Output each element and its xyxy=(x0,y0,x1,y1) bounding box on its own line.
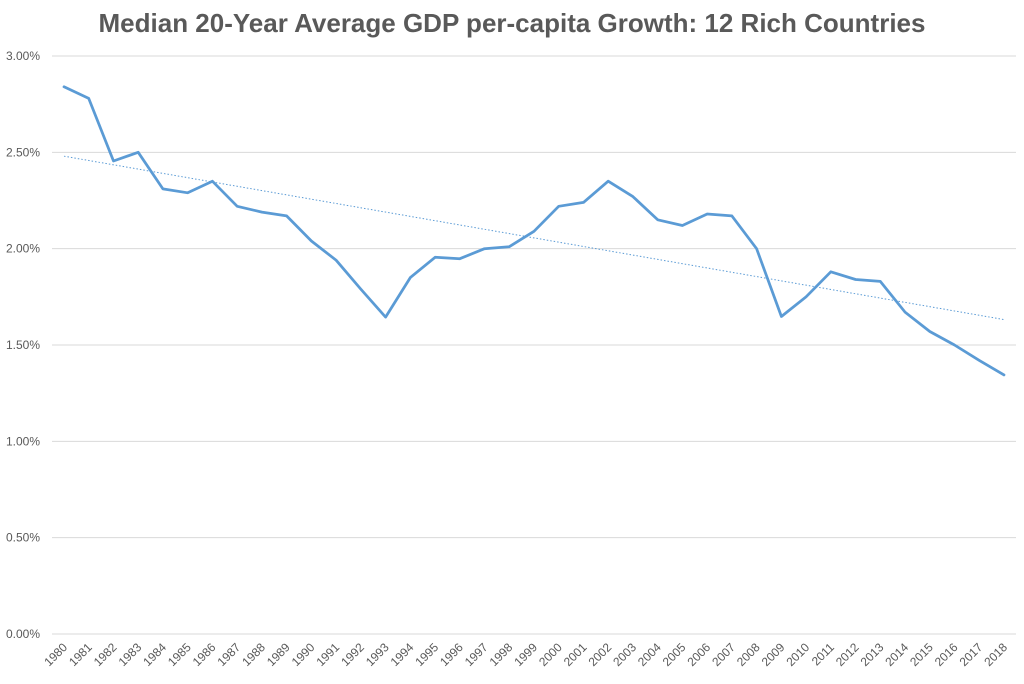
x-tick-label: 2002 xyxy=(586,640,615,669)
x-tick-label: 1992 xyxy=(338,640,367,669)
x-tick-label: 2008 xyxy=(734,640,763,669)
x-tick-label: 2010 xyxy=(783,640,812,669)
x-tick-label: 1982 xyxy=(91,640,120,669)
x-tick-label: 1983 xyxy=(116,640,145,669)
x-tick-label: 2014 xyxy=(882,640,911,669)
x-tick-label: 2016 xyxy=(932,640,961,669)
y-tick-label: 1.00% xyxy=(6,434,40,448)
x-tick-label: 2011 xyxy=(809,640,837,668)
x-tick-label: 2001 xyxy=(561,640,590,669)
gridlines xyxy=(52,55,1016,539)
x-tick-label: 1994 xyxy=(388,640,417,669)
x-tick-label: 2000 xyxy=(536,640,565,669)
x-tick-label: 2005 xyxy=(660,640,689,669)
x-tick-label: 1986 xyxy=(190,640,219,669)
x-tick-label: 2004 xyxy=(635,640,664,669)
x-tick-label: 2003 xyxy=(610,640,639,669)
y-axis-tick-labels: 0.00% 0.50% 1.00% 1.50% 2.00% 2.50% 3.00% xyxy=(6,49,40,641)
y-tick-label: 0.00% xyxy=(6,627,40,641)
x-tick-label: 2009 xyxy=(759,640,788,669)
x-tick-label: 1995 xyxy=(412,640,441,669)
y-tick-label: 2.00% xyxy=(6,242,40,256)
chart-title: Median 20-Year Average GDP per-capita Gr… xyxy=(98,8,926,38)
x-tick-label: 2007 xyxy=(709,640,738,669)
x-tick-label: 2006 xyxy=(684,640,713,669)
x-tick-label: 1996 xyxy=(437,640,466,669)
x-tick-label: 2013 xyxy=(858,640,887,669)
x-tick-label: 1987 xyxy=(214,640,243,669)
y-tick-label: 2.50% xyxy=(6,145,40,159)
x-tick-label: 2018 xyxy=(981,640,1010,669)
x-tick-label: 2015 xyxy=(907,640,936,669)
x-axis-tick-labels: 1980198119821983198419851986198719881989… xyxy=(41,640,1010,669)
x-tick-label: 1985 xyxy=(165,640,194,669)
x-tick-label: 1999 xyxy=(511,640,540,669)
x-tick-label: 1993 xyxy=(363,640,392,669)
series-line xyxy=(62,85,1006,377)
x-tick-label: 1991 xyxy=(313,640,342,669)
x-tick-label: 1984 xyxy=(140,640,169,669)
trendline xyxy=(63,155,1005,321)
x-tick-label: 2012 xyxy=(833,640,862,669)
y-tick-label: 0.50% xyxy=(6,531,40,545)
y-tick-label: 3.00% xyxy=(6,49,40,63)
x-tick-label: 1990 xyxy=(289,640,318,669)
x-tick-label: 1998 xyxy=(487,640,516,669)
x-tick-label: 1988 xyxy=(239,640,268,669)
x-tick-label: 1989 xyxy=(264,640,293,669)
x-tick-label: 2017 xyxy=(957,640,986,669)
y-tick-label: 1.50% xyxy=(6,338,40,352)
x-tick-label: 1981 xyxy=(66,640,95,669)
x-tick-label: 1997 xyxy=(462,640,491,669)
x-tick-label: 1980 xyxy=(41,640,70,669)
